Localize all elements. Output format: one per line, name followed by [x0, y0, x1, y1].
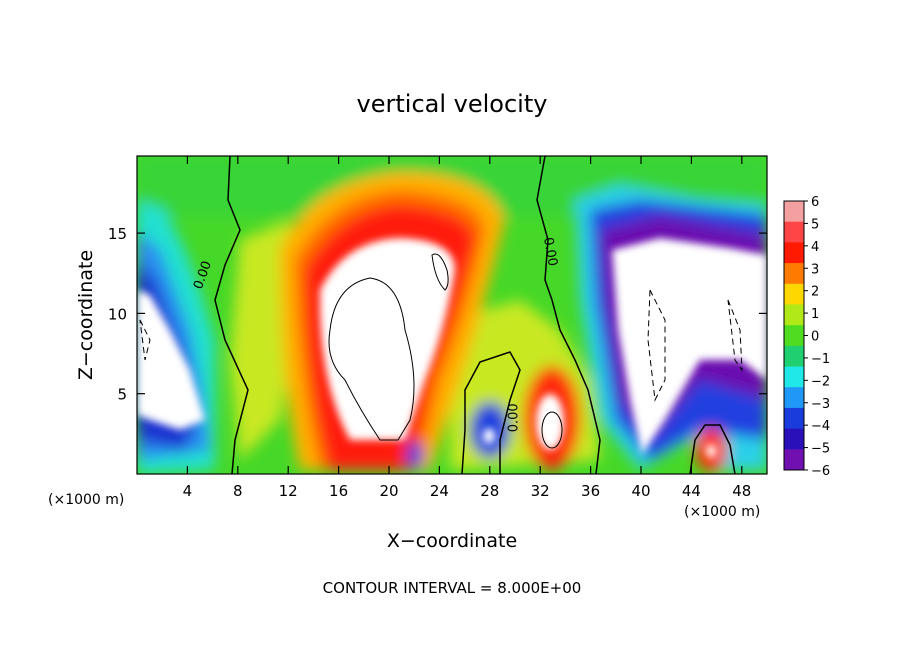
contour-label: 0.00 [507, 403, 522, 432]
colorbar-label: 5 [811, 217, 819, 232]
x-axis-label: X−coordinate [387, 530, 517, 552]
colorbar-label: −2 [811, 374, 830, 389]
colorbar-label: 3 [811, 262, 819, 277]
x-tick-label: 40 [631, 482, 650, 500]
x-tick-label: 28 [480, 482, 499, 500]
colorbar-label: −6 [811, 464, 830, 479]
colorbar-swatch [784, 428, 804, 450]
x-tick-label: 4 [183, 482, 193, 500]
x-tick-label: 36 [581, 482, 600, 500]
colorbar-swatch [784, 201, 804, 223]
x-tick-label: 12 [279, 482, 298, 500]
contour-lines [139, 156, 743, 474]
plot-frame [136, 155, 768, 475]
colorbar-swatch [784, 221, 804, 243]
colorbar-swatch [784, 345, 804, 368]
x-unit-right: (×1000 m) [684, 504, 760, 520]
y-tick-label: 5 [117, 386, 127, 404]
colorbar-label: 6 [811, 195, 819, 210]
x-tick-label: 16 [329, 482, 348, 500]
colorbar-swatch [784, 449, 804, 471]
y-tick-label: 10 [108, 305, 127, 323]
x-tick-label: 44 [682, 482, 701, 500]
colorbar-label: 0 [811, 330, 819, 345]
colorbar-label: −5 [811, 442, 830, 457]
colorbar-swatch [784, 263, 804, 285]
chart-title: vertical velocity [357, 90, 548, 118]
colorbar-label: 4 [811, 240, 819, 255]
plot-field [137, 156, 767, 474]
x-tick-label: 8 [233, 482, 243, 500]
colorbar-swatch [784, 283, 804, 305]
x-tick-label: 48 [732, 482, 751, 500]
colorbar-label: −4 [811, 419, 830, 434]
x-tick-label: 20 [379, 482, 398, 500]
x-tick-label: 24 [430, 482, 449, 500]
y-tick-label: 15 [108, 225, 127, 243]
colorbar-label: 1 [811, 307, 819, 322]
colorbar: 6 5 4 3 2 1 0 −1 −2 −3 −4 −5 −6 [783, 195, 830, 479]
x-unit-left: (×1000 m) [48, 492, 124, 508]
x-tick-label: 32 [531, 482, 550, 500]
colorbar-swatch [784, 325, 804, 347]
colorbar-label: −3 [811, 397, 830, 412]
colorbar-swatch [784, 366, 804, 388]
colorbar-swatch [784, 387, 804, 409]
contour-interval-text: CONTOUR INTERVAL = 8.000E+00 [323, 579, 582, 597]
colorbar-swatch [784, 407, 804, 430]
colorbar-label: −1 [811, 352, 830, 367]
y-axis-label: Z−coordinate [75, 250, 97, 380]
contour-label: 0.00 [540, 236, 560, 267]
colorbar-swatch [784, 304, 804, 326]
colorbar-swatch [784, 242, 804, 264]
colorbar-label: 2 [811, 285, 819, 300]
